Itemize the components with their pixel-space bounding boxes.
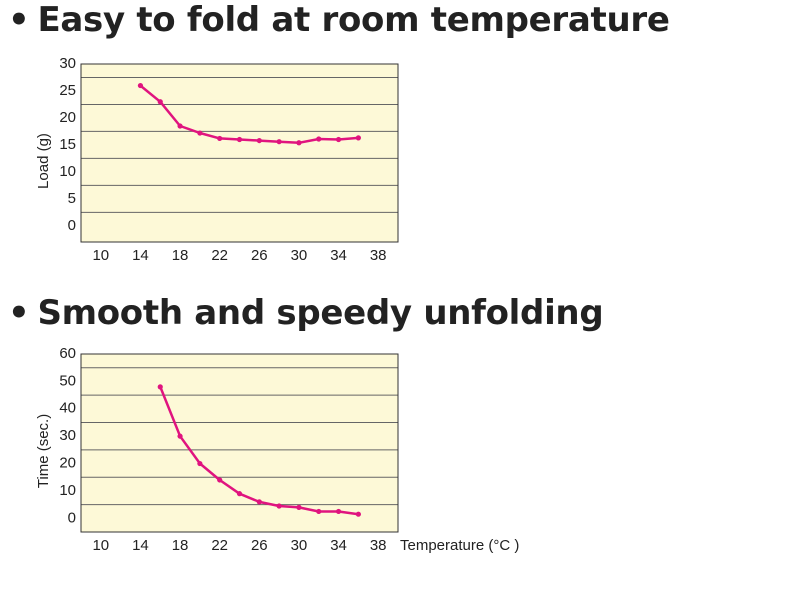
data-point (138, 83, 143, 88)
x-tick-label: 22 (211, 247, 228, 264)
plot-area (81, 354, 398, 532)
y-tick-label: 50 (59, 372, 76, 389)
x-tick-label: 34 (330, 537, 347, 554)
x-axis-label: Temperature (°C ) (400, 537, 519, 554)
data-point (217, 136, 222, 141)
y-tick-label: 25 (59, 82, 76, 99)
x-tick-label: 38 (370, 247, 387, 264)
data-point (158, 384, 163, 389)
data-point (237, 491, 242, 496)
y-tick-label: 60 (59, 345, 76, 362)
x-tick-label: 30 (291, 247, 308, 264)
y-tick-label: 40 (59, 400, 76, 417)
heading-text: Smooth and speedy unfolding (37, 293, 603, 333)
x-tick-label: 26 (251, 537, 268, 554)
load-chart: 0 5 10 15 20 25 30 10 14 18 22 26 30 34 38 Load (g) (0, 50, 807, 270)
x-tick-label: 22 (211, 537, 228, 554)
x-tick-label: 10 (92, 247, 109, 264)
data-point (217, 477, 222, 482)
x-tick-label: 30 (291, 537, 308, 554)
y-tick-label: 15 (59, 136, 76, 153)
data-point (316, 509, 321, 514)
data-point (336, 509, 341, 514)
heading-text: Easy to fold at room temperature (37, 0, 669, 40)
data-point (177, 434, 182, 439)
data-point (197, 130, 202, 135)
data-point (356, 512, 361, 517)
x-tick-label: 18 (172, 537, 189, 554)
x-tick-label: 14 (132, 247, 149, 264)
time-chart: 0 10 20 30 40 50 60 10 14 18 22 26 30 34 38 Time (sec.)… (0, 340, 807, 570)
data-point (277, 503, 282, 508)
y-tick-label: 0 (68, 217, 76, 234)
y-tick-label: 30 (59, 55, 76, 72)
data-point (336, 137, 341, 142)
data-point (257, 138, 262, 143)
data-point (356, 135, 361, 140)
section-heading-unfold: • Smooth and speedy unfolding (8, 293, 603, 333)
y-tick-label: 5 (68, 190, 76, 207)
data-point (296, 140, 301, 145)
y-axis-label: Load (g) (35, 133, 52, 189)
y-tick-label: 30 (59, 427, 76, 444)
x-tick-label: 10 (92, 537, 109, 554)
y-tick-label: 0 (68, 509, 76, 526)
bullet: • (8, 0, 29, 40)
data-point (177, 123, 182, 128)
plot-area (81, 64, 398, 242)
data-point (197, 461, 202, 466)
y-tick-label: 10 (59, 482, 76, 499)
x-tick-label: 26 (251, 247, 268, 264)
data-point (237, 137, 242, 142)
x-tick-label: 34 (330, 247, 347, 264)
y-tick-label: 20 (59, 455, 76, 472)
data-point (158, 99, 163, 104)
y-tick-label: 20 (59, 109, 76, 126)
data-point (277, 139, 282, 144)
section-heading-fold: • Easy to fold at room temperature (8, 0, 670, 40)
x-tick-label: 18 (172, 247, 189, 264)
y-tick-label: 10 (59, 163, 76, 180)
bullet: • (8, 293, 29, 333)
data-point (257, 499, 262, 504)
data-point (316, 136, 321, 141)
x-tick-label: 14 (132, 537, 149, 554)
x-tick-label: 38 (370, 537, 387, 554)
y-axis-label: Time (sec.) (35, 414, 52, 488)
data-point (296, 505, 301, 510)
